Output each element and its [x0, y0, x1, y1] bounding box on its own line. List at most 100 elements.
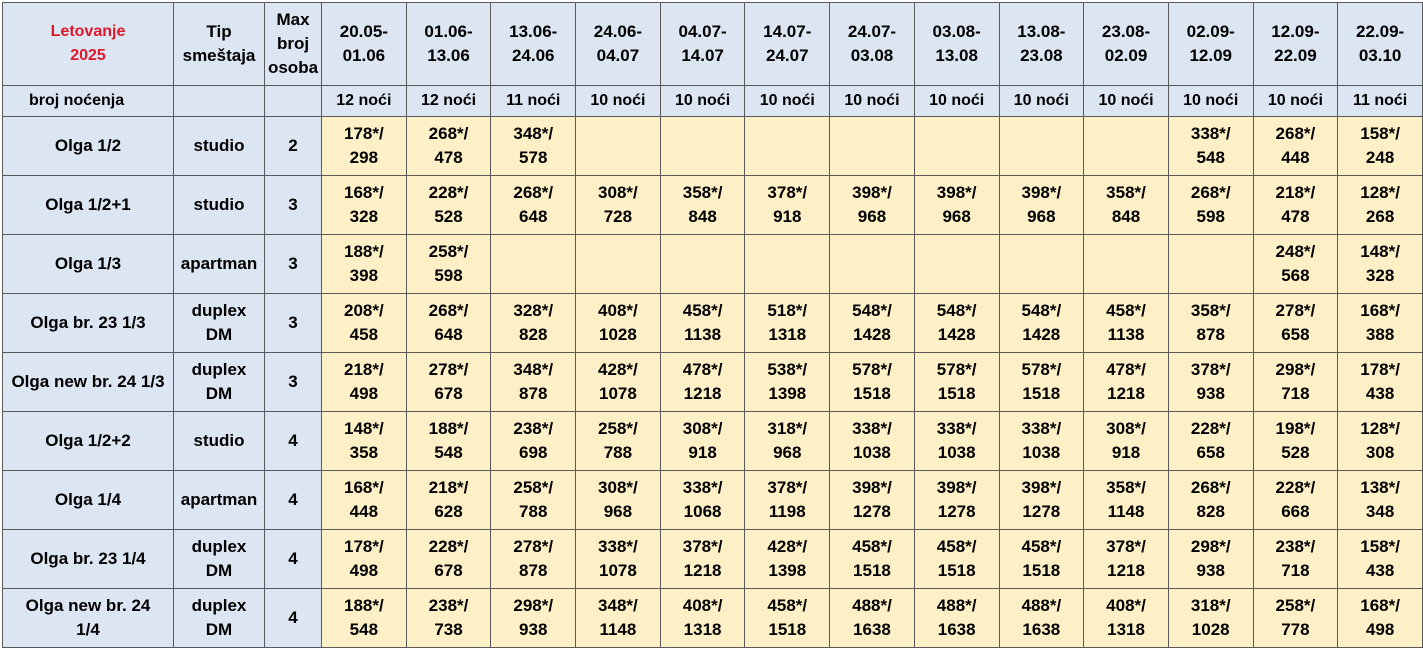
price-regular: 628	[434, 502, 463, 521]
price-cell: 348*/ 878	[490, 352, 577, 412]
price-regular: 878	[519, 561, 548, 580]
table-row: Olga 1/2+2 studio 4 148*/ 358 188*/ 548 238*/ 69…	[2, 411, 1423, 471]
price-discount: 148*/	[343, 419, 384, 438]
price-discount: 478*/	[682, 360, 723, 379]
price-cell	[829, 234, 915, 294]
price-regular: 968	[942, 207, 971, 226]
price-regular: 1278	[1022, 502, 1061, 521]
price-regular: 1318	[683, 620, 722, 639]
price-cell: 308*/ 728	[575, 175, 661, 235]
price-cell	[1083, 234, 1169, 294]
price-cell: 578*/ 1518	[829, 352, 915, 412]
price-regular: 648	[434, 325, 463, 344]
price-discount: 258*/	[428, 242, 469, 261]
price-cell: 458*/ 1518	[998, 529, 1085, 589]
price-regular: 398	[349, 266, 379, 285]
room-type-line-2: DM	[205, 384, 233, 403]
price-cell: 268*/ 448	[1252, 116, 1339, 176]
price-discount: 278*/	[513, 537, 554, 556]
max-persons: 3	[264, 293, 322, 353]
price-regular: 308	[1365, 443, 1395, 462]
room-name: Olga new br. 24 1/4	[2, 588, 174, 648]
price-regular: 448	[1281, 148, 1310, 167]
price-regular: 1428	[1022, 325, 1061, 344]
table-title: Letovanje 2025	[2, 2, 174, 86]
price-cell	[575, 234, 661, 294]
period-header: 02.09- 12.09	[1167, 2, 1254, 86]
max-persons: 2	[264, 116, 322, 176]
price-regular: 828	[1196, 502, 1225, 521]
price-cell: 138*/ 348	[1337, 470, 1423, 530]
period-to: 13.06	[427, 46, 470, 65]
price-discount: 398*/	[936, 183, 977, 202]
price-cell: 218*/ 498	[321, 352, 407, 412]
table-row: Olga new br. 24 1/3 duplex DM 3 218*/ 498 278*…	[2, 352, 1423, 412]
room-name: Olga 1/2+2	[2, 411, 174, 471]
price-regular: 1078	[598, 384, 637, 403]
price-regular: 268	[1365, 207, 1395, 226]
price-regular: 878	[519, 384, 548, 403]
price-cell: 158*/ 438	[1337, 529, 1423, 589]
price-cell: 298*/ 938	[490, 588, 577, 648]
price-discount: 458*/	[1021, 537, 1062, 556]
price-cell: 188*/ 398	[321, 234, 407, 294]
room-name-line-2: 1/4	[76, 620, 100, 639]
nights-empty-cell	[173, 85, 265, 117]
price-discount: 298*/	[513, 596, 554, 615]
table-row: Olga new br. 24 1/4 duplex DM 4 188*/ 548 238*/…	[2, 588, 1423, 648]
price-regular: 1428	[937, 325, 976, 344]
price-discount: 358*/	[1190, 301, 1231, 320]
price-cell: 258*/ 598	[405, 234, 492, 294]
price-discount: 518*/	[767, 301, 808, 320]
price-cell: 578*/ 1518	[913, 352, 1000, 412]
period-to: 24.07	[766, 46, 809, 65]
price-discount: 248*/	[1275, 242, 1316, 261]
price-discount: 398*/	[936, 478, 977, 497]
period-header: 04.07- 14.07	[659, 2, 746, 86]
price-regular: 1218	[683, 561, 722, 580]
price-discount: 158*/	[1360, 124, 1400, 143]
price-regular: 658	[1196, 443, 1225, 462]
price-cell: 148*/ 328	[1337, 234, 1423, 294]
price-cell: 318*/ 1028	[1167, 588, 1254, 648]
price-regular: 878	[1196, 325, 1225, 344]
price-regular: 1138	[684, 325, 722, 344]
price-regular: 1218	[1107, 561, 1145, 580]
price-regular: 1428	[853, 325, 891, 344]
price-discount: 458*/	[936, 537, 977, 556]
price-cell: 268*/ 828	[1167, 470, 1254, 530]
price-discount: 268*/	[1275, 124, 1316, 143]
price-discount: 268*/	[513, 183, 554, 202]
price-regular: 718	[1281, 561, 1310, 580]
room-type: duplex DM	[173, 529, 265, 589]
max-persons: 3	[264, 175, 322, 235]
price-cell: 488*/ 1638	[829, 588, 915, 648]
period-header: 13.08- 23.08	[998, 2, 1085, 86]
price-cell: 298*/ 718	[1252, 352, 1339, 412]
price-cell: 378*/ 938	[1167, 352, 1254, 412]
room-type: apartman	[173, 234, 265, 294]
price-cell: 168*/ 328	[321, 175, 407, 235]
period-to: 22.09	[1274, 46, 1317, 65]
max-header-line-1: Max	[276, 10, 310, 29]
room-type: duplex DM	[173, 352, 265, 412]
price-discount: 198*/	[1275, 419, 1316, 438]
room-name-line-1: Olga br. 23 1/4	[30, 549, 146, 568]
price-cell: 208*/ 458	[321, 293, 407, 353]
price-cell: 128*/ 308	[1337, 411, 1423, 471]
price-discount: 168*/	[343, 478, 384, 497]
price-regular: 658	[1281, 325, 1310, 344]
price-cell: 378*/ 1218	[1083, 529, 1169, 589]
price-cell: 548*/ 1428	[998, 293, 1085, 353]
room-type-line-1: duplex	[191, 360, 247, 379]
price-discount: 308*/	[682, 419, 723, 438]
room-type-line-1: duplex	[191, 596, 247, 615]
price-regular: 328	[1365, 266, 1395, 285]
table-row: Olga 1/2 studio 2 178*/298 268*/478 348*/578 3…	[2, 116, 1423, 176]
price-cell: 518*/ 1318	[744, 293, 831, 353]
price-cell: 178*/ 498	[321, 529, 407, 589]
nights-count: 10 noći	[1252, 85, 1339, 117]
price-discount: 358*/	[1106, 478, 1146, 497]
table-row: Olga 1/2+1 studio 3 168*/ 328 228*/ 528 268*/ 64…	[2, 175, 1423, 235]
price-discount: 458*/	[1106, 301, 1146, 320]
